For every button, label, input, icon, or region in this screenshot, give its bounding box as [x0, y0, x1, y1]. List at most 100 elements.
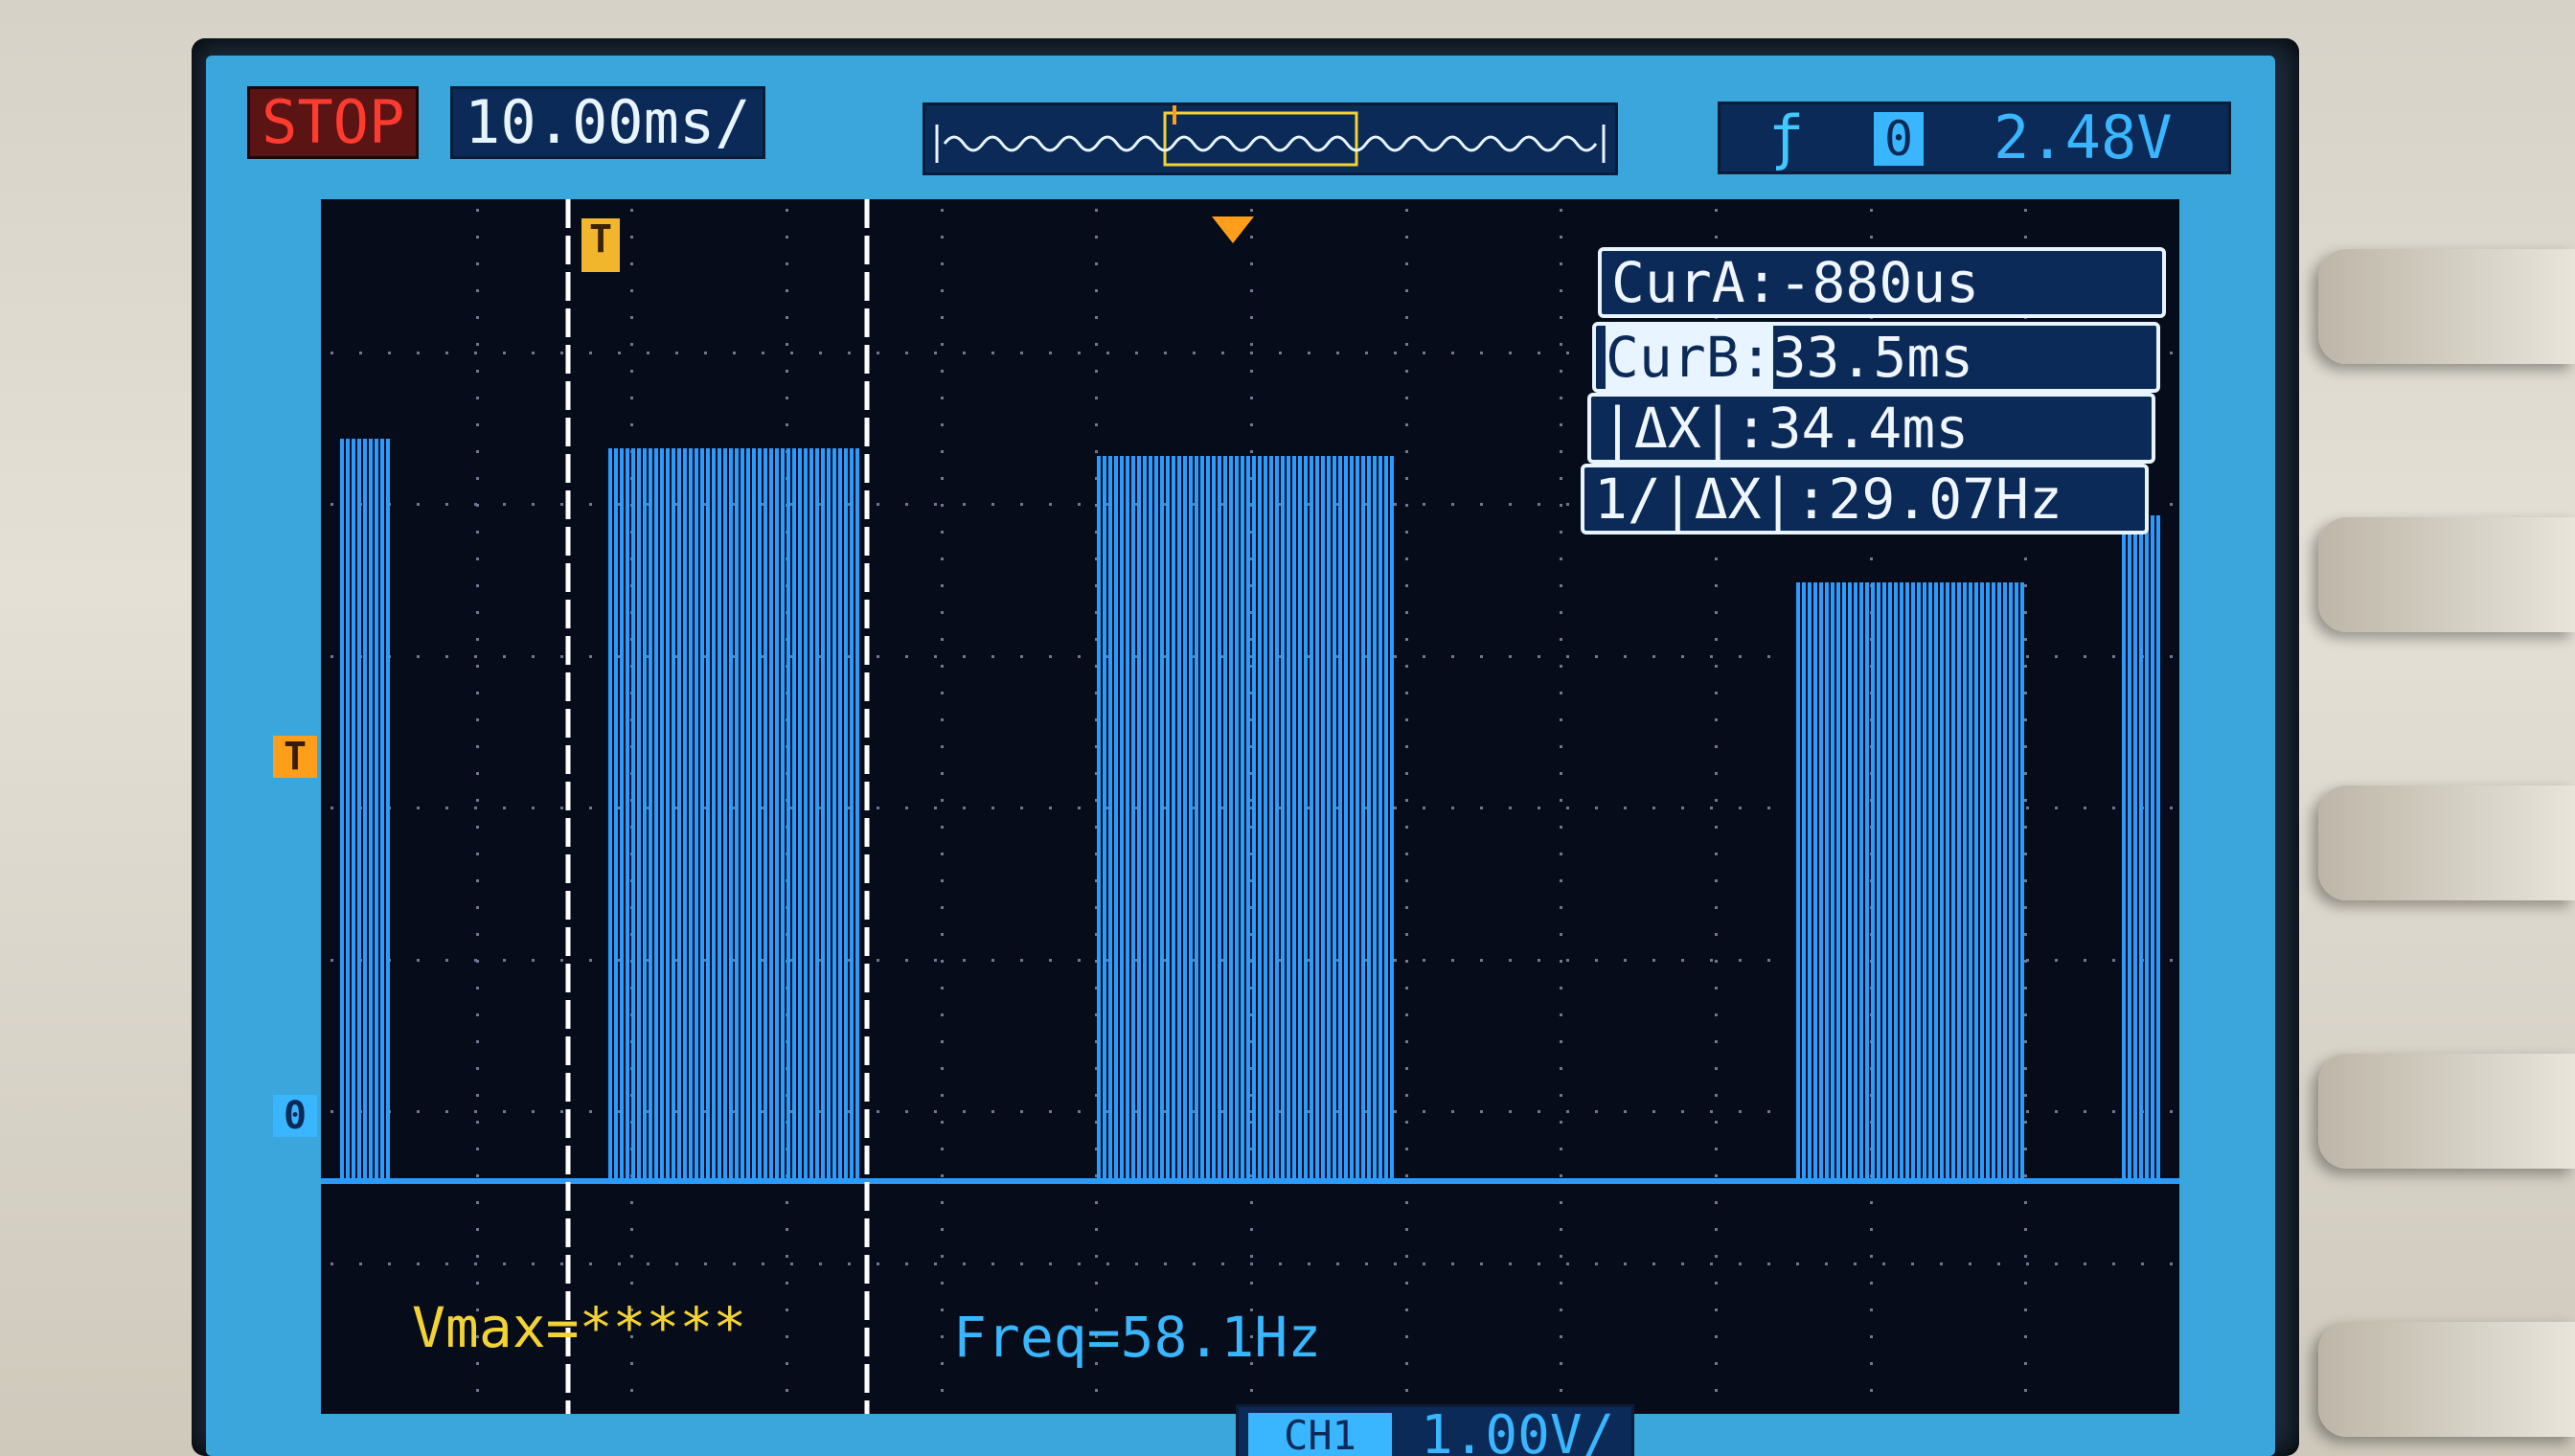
softkey-3-button[interactable] — [2318, 785, 2575, 900]
grid-dot — [630, 1228, 633, 1231]
memory-overview-waveform — [935, 105, 1606, 167]
grid-dot — [941, 423, 944, 426]
grid-dot — [474, 352, 477, 354]
grid-dot — [941, 638, 944, 641]
grid-dot — [1250, 611, 1253, 614]
grid-dot — [2024, 1067, 2027, 1070]
grid-dot — [1566, 503, 1569, 506]
waveform-pulse — [1321, 456, 1325, 1181]
grid-dot — [1538, 503, 1540, 506]
grid-dot — [1560, 1282, 1562, 1285]
waveform-pulse — [1390, 456, 1394, 1181]
waveform-pulse — [1819, 582, 1823, 1181]
grid-dot — [1560, 262, 1562, 265]
grid-dot — [2024, 772, 2027, 775]
grid-dot — [1715, 1148, 1718, 1150]
grid-dot — [1566, 655, 1569, 658]
grid-dot — [1095, 316, 1098, 319]
grid-dot — [1279, 1263, 1282, 1265]
grid-dot — [1405, 397, 1408, 399]
grid-dot — [1250, 397, 1253, 399]
grid-dot — [388, 352, 391, 354]
waveform-pulse — [1338, 456, 1342, 1181]
grid-dot — [476, 531, 479, 534]
timebase-readout[interactable]: 10.00ms/ — [450, 86, 765, 159]
grid-dot — [1560, 1228, 1562, 1231]
grid-dot — [1095, 745, 1098, 748]
grid-dot — [905, 1110, 908, 1113]
grid-dot — [1250, 1255, 1253, 1258]
grid-dot — [704, 959, 707, 962]
grid-dot — [941, 1040, 944, 1043]
grid-dot — [1049, 1110, 1052, 1113]
waveform-pulse — [1796, 582, 1800, 1181]
grid-dot — [848, 959, 851, 962]
grid-dot — [630, 236, 633, 239]
waveform-burst — [1097, 456, 1394, 1181]
trigger-position-arrow — [1212, 216, 1254, 243]
grid-dot — [647, 807, 649, 809]
softkey-5-button[interactable] — [2318, 1322, 2575, 1437]
grid-dot — [2024, 1094, 2027, 1097]
waveform-pulse — [1808, 582, 1812, 1181]
grid-dot — [1739, 655, 1742, 658]
grid-dot — [1135, 1110, 1138, 1113]
grid-dot — [1911, 1263, 1914, 1265]
trigger-settings[interactable]: ƒ 0 2.48V — [1718, 102, 2231, 174]
grid-dot — [1250, 1174, 1253, 1177]
waveform-pulse — [1097, 456, 1101, 1181]
grid-dot — [905, 807, 908, 809]
grid-dot — [1715, 745, 1718, 748]
grid-dot — [1250, 1094, 1253, 1097]
grid-dot — [1405, 718, 1408, 721]
softkey-1-button[interactable] — [2318, 249, 2575, 364]
grid-dot — [790, 655, 793, 658]
waveform-pulse — [1997, 582, 2001, 1181]
grid-dot — [1423, 352, 1425, 354]
grid-dot — [963, 503, 966, 506]
grid-dot — [1365, 352, 1368, 354]
waveform-pulse — [1882, 582, 1886, 1181]
grid-dot — [2084, 655, 2086, 658]
grid-dot — [1560, 343, 1562, 346]
run-stop-indicator[interactable]: STOP — [247, 86, 420, 159]
grid-dot — [941, 692, 944, 694]
grid-dot — [877, 352, 879, 354]
grid-dot — [1250, 503, 1253, 506]
grid-dot — [1394, 807, 1397, 809]
channel-status-bar[interactable]: CH1 1.00V/ — [1236, 1404, 1634, 1456]
grid-dot — [963, 655, 966, 658]
grid-dot — [733, 655, 736, 658]
grid-dot — [934, 1263, 937, 1265]
waveform-pulse — [1189, 456, 1193, 1181]
grid-dot — [1715, 1362, 1718, 1365]
grid-dot — [1405, 531, 1408, 534]
grid-dot — [1538, 807, 1540, 809]
grid-dot — [786, 262, 788, 265]
grid-dot — [1405, 826, 1408, 829]
grid-dot — [1250, 1110, 1253, 1113]
grid-dot — [1825, 1263, 1828, 1265]
grid-dot — [476, 477, 479, 480]
grid-dot — [1767, 959, 1770, 962]
grid-dot — [1560, 772, 1562, 775]
softkey-2-button[interactable] — [2318, 517, 2575, 632]
grid-dot — [476, 987, 479, 990]
grid-dot — [630, 397, 633, 399]
grid-dot — [330, 503, 333, 506]
grid-dot — [1560, 370, 1562, 373]
grid-dot — [733, 807, 736, 809]
grid-dot — [941, 370, 944, 373]
waveform-pulse — [729, 448, 733, 1181]
grid-dot — [476, 611, 479, 614]
grid-dot — [1715, 906, 1718, 909]
grid-dot — [445, 959, 448, 962]
grid-dot — [1135, 959, 1138, 962]
trigger-level-readout: 2.48V — [1994, 102, 2173, 172]
waveform-pulse — [1974, 582, 1978, 1181]
grid-dot — [905, 1263, 908, 1265]
waveform-pulse — [1131, 456, 1135, 1181]
softkey-4-button[interactable] — [2318, 1054, 2575, 1169]
grid-dot — [647, 1110, 649, 1113]
grid-dot — [941, 531, 944, 534]
